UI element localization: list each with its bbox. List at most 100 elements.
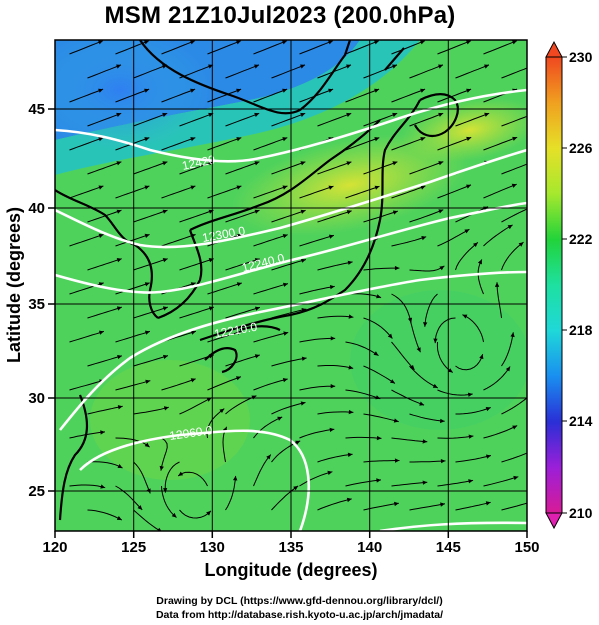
streamline-arrowhead xyxy=(346,210,352,215)
streamline-arrowhead xyxy=(394,265,400,271)
streamline xyxy=(501,241,524,271)
streamline-arrowhead xyxy=(438,64,443,69)
streamline xyxy=(87,209,122,223)
streamline-arrowhead xyxy=(144,137,150,142)
streamline-arrowhead xyxy=(293,485,299,491)
streamline xyxy=(253,454,272,487)
streamline xyxy=(179,209,214,223)
streamline xyxy=(207,282,242,295)
streamline xyxy=(501,452,527,463)
streamline-arrowhead xyxy=(346,497,352,503)
streamline-arrowhead xyxy=(422,480,428,485)
streamline-arrowhead xyxy=(462,314,468,319)
streamline xyxy=(253,234,288,247)
streamline-arrowhead xyxy=(479,354,484,360)
streamline xyxy=(483,366,511,391)
streamline xyxy=(133,112,168,127)
streamline xyxy=(317,365,354,369)
streamline xyxy=(501,208,527,223)
streamline-arrowhead xyxy=(530,113,535,117)
streamline xyxy=(69,330,105,343)
streamline xyxy=(455,64,490,79)
streamline xyxy=(69,137,104,151)
streamline-arrowhead xyxy=(144,88,150,93)
streamline xyxy=(391,437,428,443)
streamline xyxy=(299,185,334,199)
colorbar: 230 226 222 218 214 210 xyxy=(545,40,593,530)
streamline-arrowhead xyxy=(394,501,399,507)
streamline xyxy=(409,209,444,223)
streamline xyxy=(317,210,352,223)
streamline xyxy=(317,411,354,415)
streamline xyxy=(207,330,243,343)
streamline xyxy=(409,460,446,463)
streamline xyxy=(496,282,502,319)
streamline-arrowhead xyxy=(98,40,103,45)
streamline-arrowhead xyxy=(423,322,428,327)
streamline-arrowhead xyxy=(393,418,399,423)
streamline xyxy=(69,40,104,55)
streamline xyxy=(317,161,352,175)
streamline xyxy=(391,293,412,323)
credit-data-source: Data from http://database.rish.kyoto-u.a… xyxy=(155,609,444,621)
contour-label: 12060.0 xyxy=(168,423,213,443)
streamline xyxy=(271,161,306,175)
streamline-arrowhead xyxy=(116,161,122,166)
streamline xyxy=(87,64,122,79)
streamline xyxy=(409,413,445,422)
streamline-arrowhead xyxy=(300,161,306,166)
streamline xyxy=(299,337,336,343)
streamline xyxy=(345,341,379,357)
streamline xyxy=(434,317,456,344)
y-axis-label: Latitude (degrees) xyxy=(4,207,24,363)
streamline-arrowhead xyxy=(159,465,164,471)
field-south-patch xyxy=(90,360,250,480)
streamline-arrowhead xyxy=(468,479,474,484)
streamline-arrowhead xyxy=(254,161,260,166)
x-tick-label: 135 xyxy=(278,539,303,556)
streamline xyxy=(179,306,214,319)
streamline-arrowhead xyxy=(484,112,490,117)
streamline-arrowhead xyxy=(190,378,196,383)
streamline xyxy=(317,453,353,463)
streamline xyxy=(409,265,445,272)
streamline-arrowhead xyxy=(438,112,444,117)
streamline xyxy=(424,293,438,327)
streamline-arrowhead xyxy=(219,408,225,413)
streamline-arrowhead xyxy=(438,161,444,166)
streamline-arrowhead xyxy=(98,137,104,142)
streamline xyxy=(455,242,479,271)
streamline xyxy=(501,115,527,127)
streamline-arrowhead xyxy=(346,161,352,166)
streamline xyxy=(225,64,260,79)
x-tick-label: 150 xyxy=(514,539,539,556)
coast-korea-east xyxy=(157,229,203,320)
streamline-arrowhead xyxy=(144,233,150,238)
streamline xyxy=(164,461,180,493)
streamline-arrowhead xyxy=(507,224,513,230)
streamline-arrowhead xyxy=(301,258,306,263)
streamline-arrowhead xyxy=(576,207,581,211)
streamline-arrowhead xyxy=(420,137,426,142)
streamline-arrowhead xyxy=(236,88,242,93)
streamline xyxy=(69,379,105,391)
streamline xyxy=(253,185,288,199)
streamline xyxy=(409,503,446,511)
streamline-arrowhead xyxy=(116,64,121,69)
streamline xyxy=(225,354,260,367)
field-high-region-east xyxy=(400,98,527,162)
streamline xyxy=(271,112,306,127)
streamline-arrowhead xyxy=(512,136,518,141)
streamline-arrowhead xyxy=(254,64,259,69)
streamline xyxy=(501,502,527,511)
streamline xyxy=(363,365,396,384)
streamline xyxy=(391,40,426,55)
streamline xyxy=(483,224,513,247)
streamline xyxy=(87,112,122,127)
streamline-arrowhead xyxy=(346,112,352,117)
streamline-arrowhead xyxy=(301,356,307,361)
streamline-arrowhead xyxy=(530,65,535,69)
streamline xyxy=(345,389,381,400)
graticule xyxy=(55,40,527,531)
streamline-arrowhead xyxy=(255,306,260,311)
